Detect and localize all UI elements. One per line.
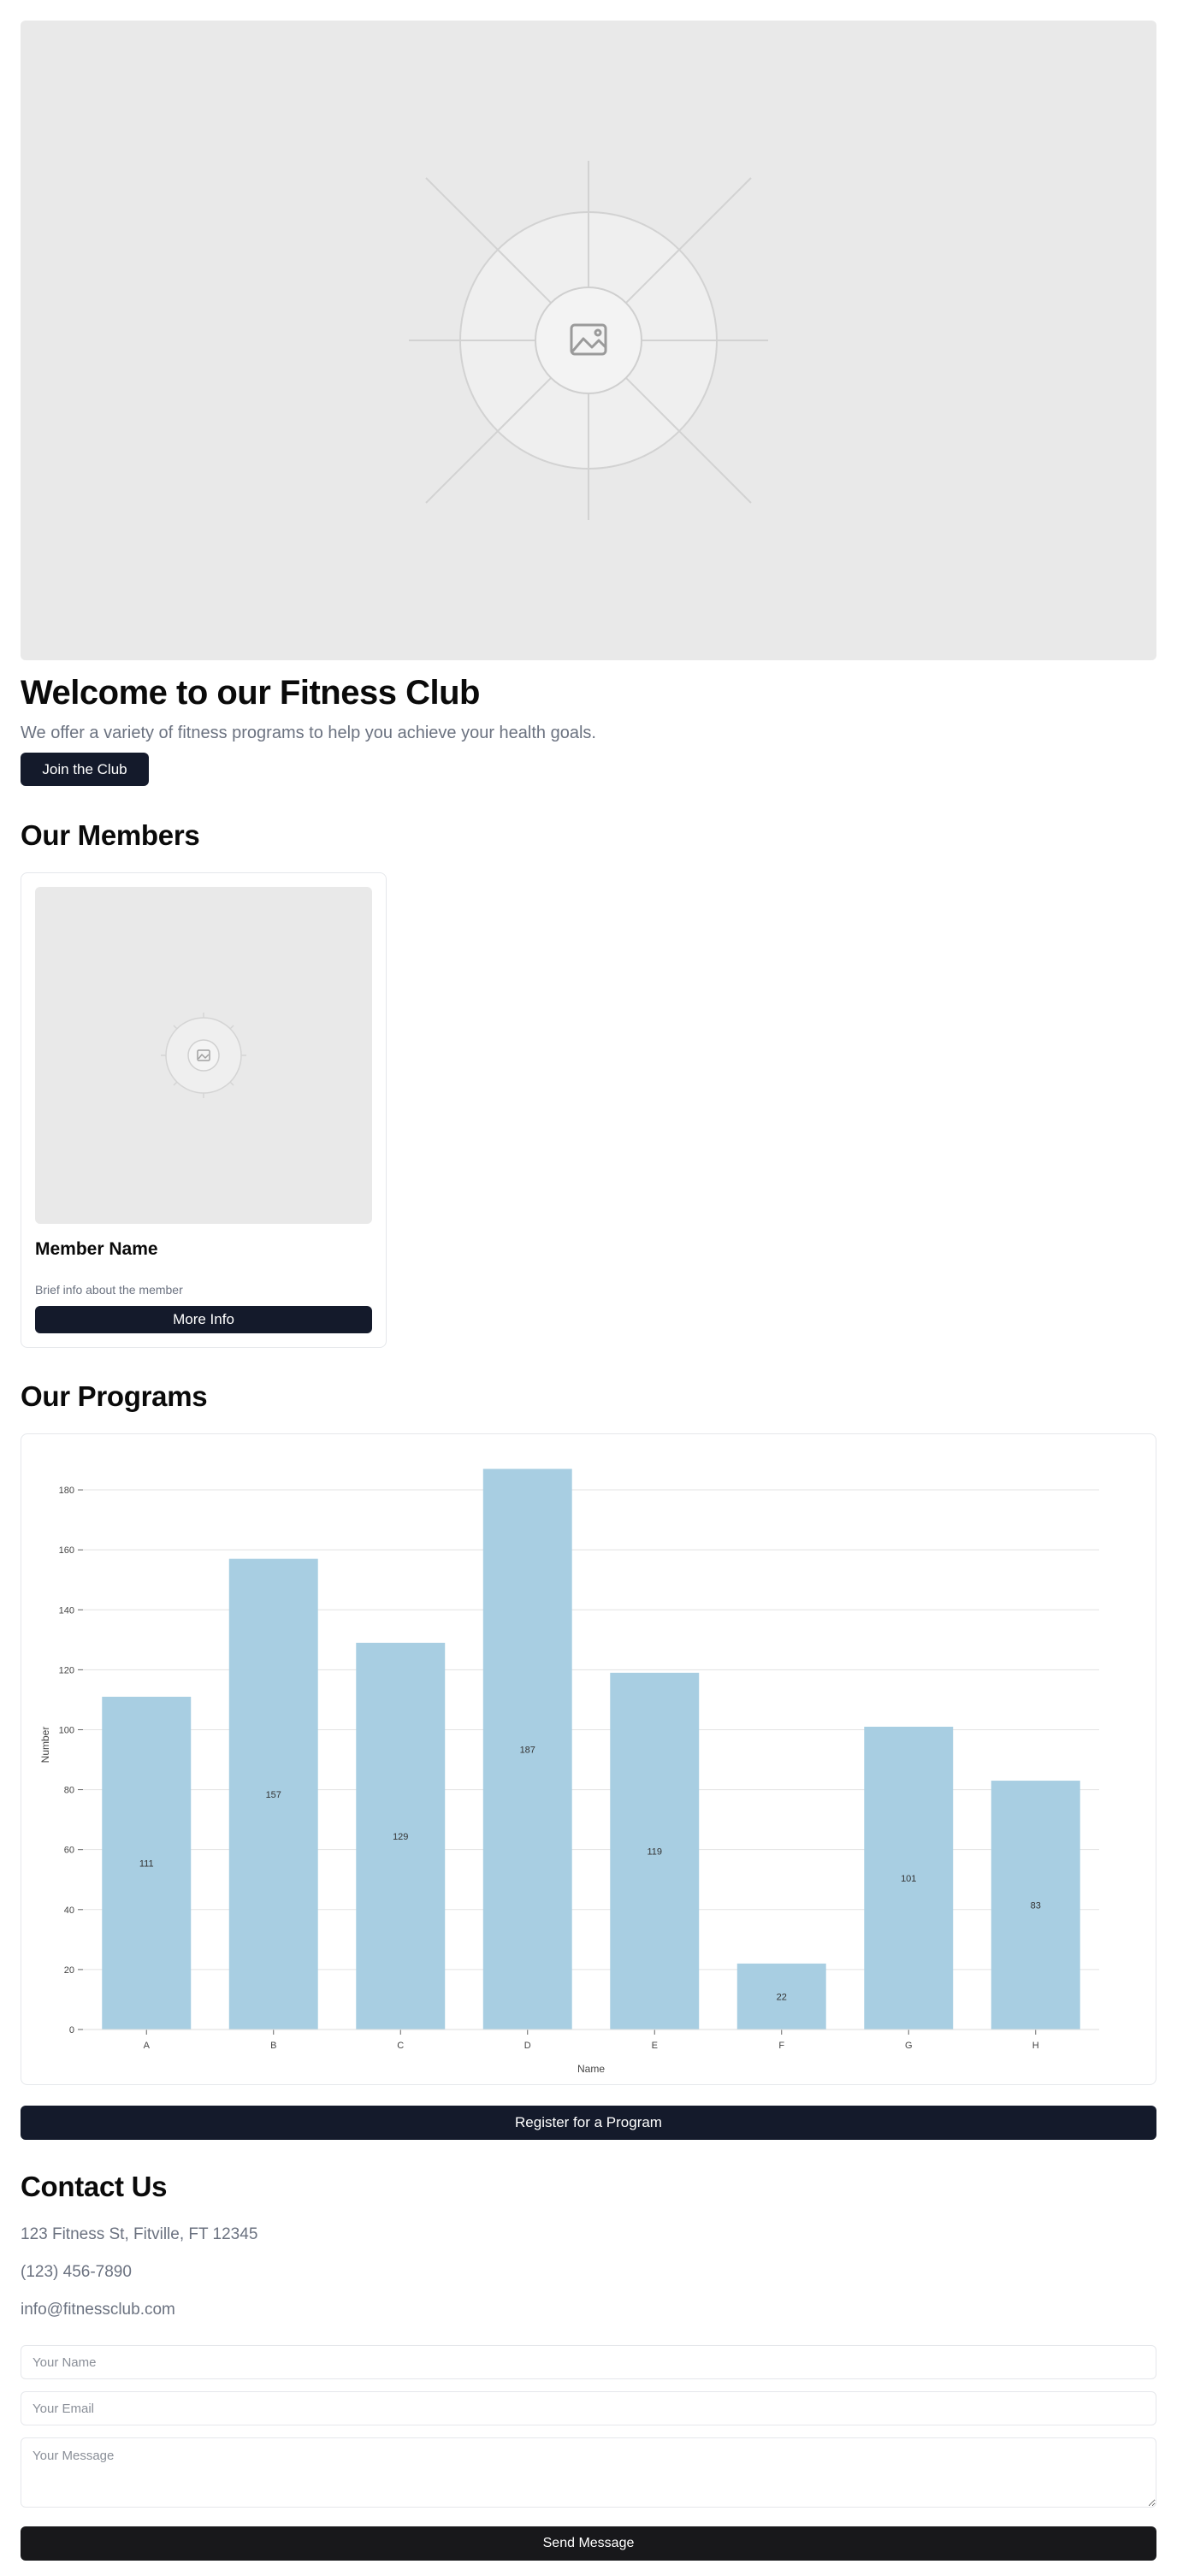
bar bbox=[991, 1781, 1080, 2029]
hero-image bbox=[21, 21, 1156, 660]
contact-phone: (123) 456-7890 bbox=[21, 2263, 132, 2281]
email-input[interactable] bbox=[21, 2391, 1156, 2425]
y-tick-label: 0 bbox=[69, 2025, 74, 2035]
member-card: Member Name Brief info about the member … bbox=[21, 872, 387, 1348]
image-placeholder-icon bbox=[161, 1013, 246, 1098]
x-tick-label: G bbox=[905, 2041, 913, 2051]
x-tick-label: C bbox=[397, 2041, 404, 2051]
bar-value-label: 111 bbox=[139, 1858, 154, 1869]
bar bbox=[610, 1672, 700, 2029]
x-tick-label: D bbox=[524, 2041, 531, 2051]
members-heading: Our Members bbox=[21, 819, 200, 851]
y-axis-label: Number bbox=[39, 1727, 51, 1764]
bar bbox=[482, 1468, 572, 2029]
bar bbox=[864, 1726, 954, 2029]
bar bbox=[356, 1642, 446, 2029]
y-tick-label: 140 bbox=[59, 1605, 74, 1616]
x-tick-label: E bbox=[652, 2041, 658, 2051]
more-info-button[interactable]: More Info bbox=[35, 1306, 372, 1333]
bar-value-label: 101 bbox=[901, 1874, 916, 1884]
x-tick-label: A bbox=[144, 2041, 151, 2051]
y-tick-label: 60 bbox=[64, 1846, 74, 1856]
y-tick-label: 40 bbox=[64, 1905, 74, 1916]
bar-value-label: 83 bbox=[1031, 1901, 1041, 1911]
bar-value-label: 129 bbox=[393, 1832, 408, 1842]
bar-value-label: 119 bbox=[647, 1846, 662, 1857]
bar-value-label: 187 bbox=[520, 1745, 535, 1755]
bar bbox=[736, 1963, 826, 2029]
programs-chart: 0 20 40 60 80 100 120 140 160 180 111 A 157 B 129 C 187 D… bbox=[21, 1433, 1156, 2085]
image-placeholder-icon bbox=[409, 161, 768, 520]
bar bbox=[228, 1558, 318, 2029]
hero-subtitle: We offer a variety of fitness programs t… bbox=[21, 724, 596, 742]
member-name: Member Name bbox=[35, 1239, 158, 1259]
x-axis-label: Name bbox=[577, 2063, 605, 2075]
bar-chart: 0 20 40 60 80 100 120 140 160 180 111 A 157 B 129 C 187 D… bbox=[39, 1468, 1099, 2075]
message-textarea[interactable] bbox=[21, 2437, 1156, 2508]
member-image bbox=[35, 887, 372, 1224]
bar bbox=[102, 1696, 192, 2029]
bar-value-label: 22 bbox=[777, 1992, 787, 2002]
contact-heading: Contact Us bbox=[21, 2171, 168, 2202]
y-tick-label: 100 bbox=[59, 1725, 74, 1735]
y-tick-label: 80 bbox=[64, 1786, 74, 1796]
name-input[interactable] bbox=[21, 2345, 1156, 2379]
x-tick-label: B bbox=[270, 2041, 276, 2051]
contact-email[interactable]: info@fitnessclub.com bbox=[21, 2301, 175, 2319]
send-message-button[interactable]: Send Message bbox=[21, 2526, 1156, 2561]
y-tick-label: 160 bbox=[59, 1545, 74, 1556]
hero-title: Welcome to our Fitness Club bbox=[21, 674, 480, 712]
join-club-button[interactable]: Join the Club bbox=[21, 753, 149, 786]
member-info: Brief info about the member bbox=[35, 1283, 183, 1297]
y-tick-label: 20 bbox=[64, 1965, 74, 1976]
contact-address: 123 Fitness St, Fitville, FT 12345 bbox=[21, 2225, 258, 2243]
y-tick-label: 180 bbox=[59, 1486, 74, 1496]
register-program-button[interactable]: Register for a Program bbox=[21, 2106, 1156, 2140]
y-tick-label: 120 bbox=[59, 1665, 74, 1675]
bar-value-label: 157 bbox=[266, 1790, 281, 1800]
x-tick-label: H bbox=[1032, 2041, 1039, 2051]
programs-heading: Our Programs bbox=[21, 1380, 208, 1412]
x-tick-label: F bbox=[778, 2041, 784, 2051]
